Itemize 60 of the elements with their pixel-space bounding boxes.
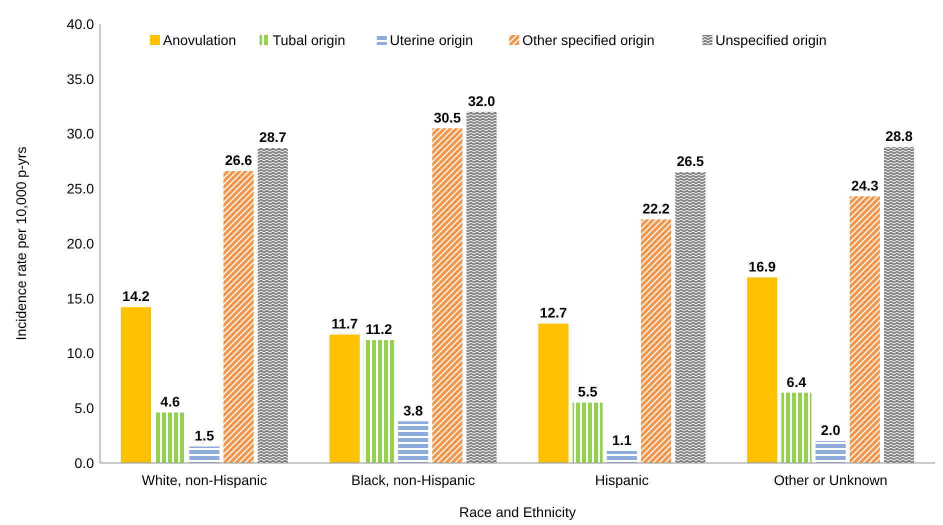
- y-tick-label: 15.0: [66, 290, 94, 306]
- bar: [258, 148, 288, 463]
- x-tick-label: Black, non-Hispanic: [351, 472, 475, 488]
- bar: [432, 128, 462, 463]
- y-tick-label: 35.0: [66, 70, 94, 87]
- bar: [330, 334, 360, 463]
- bar: [466, 112, 497, 463]
- bar: [120, 307, 151, 463]
- bar: [364, 340, 394, 463]
- legend-label: Other specified origin: [522, 32, 654, 48]
- y-axis-title: Incidence rate per 10,000 p-yrs: [13, 146, 29, 340]
- bar: [641, 219, 672, 463]
- bar: [850, 196, 880, 463]
- y-tick-label: 30.0: [66, 126, 94, 142]
- data-label: 26.5: [676, 153, 704, 170]
- y-tick-label: 40.0: [66, 16, 94, 32]
- y-tick-label: 0.0: [74, 454, 94, 471]
- y-tick-label: 5.0: [74, 400, 94, 416]
- x-tick-label: Hispanic: [595, 472, 649, 488]
- y-tick-label: 25.0: [66, 180, 94, 197]
- data-label: 12.7: [540, 304, 568, 321]
- legend-label: Uterine origin: [390, 32, 474, 48]
- x-tick-label: White, non-Hispanic: [142, 472, 268, 488]
- data-label: 1.5: [194, 428, 214, 444]
- legend-label: Unspecified origin: [715, 32, 827, 48]
- bar: [538, 324, 568, 463]
- bar: [747, 278, 778, 463]
- data-label: 30.5: [434, 109, 462, 126]
- y-tick-label: 10.0: [66, 345, 94, 362]
- bar: [675, 172, 706, 463]
- y-tick-label: 20.0: [66, 235, 94, 252]
- data-label: 1.1: [612, 432, 632, 448]
- data-label: 24.3: [851, 177, 879, 194]
- data-label: 26.6: [224, 152, 252, 168]
- data-label: 16.9: [748, 258, 776, 275]
- data-label: 11.2: [366, 321, 392, 338]
- data-label: 28.8: [885, 128, 913, 144]
- bar: [572, 402, 603, 463]
- data-label: 2.0: [820, 422, 841, 438]
- data-label: 32.0: [468, 92, 496, 109]
- data-label: 11.7: [331, 316, 358, 332]
- bar: [606, 450, 637, 463]
- x-axis-title: Race and Ethnicity: [459, 504, 576, 520]
- data-label: 5.5: [578, 384, 598, 400]
- data-label: 3.8: [403, 402, 424, 418]
- legend-label: Anovulation: [163, 32, 236, 48]
- bar: [781, 392, 812, 463]
- data-label: 4.6: [160, 394, 180, 410]
- bar: [155, 412, 186, 463]
- data-label: 28.7: [259, 129, 287, 146]
- bar: [398, 421, 428, 463]
- data-label: 6.4: [786, 374, 806, 390]
- x-tick-label: Other or Unknown: [774, 472, 888, 488]
- bar: [224, 171, 254, 463]
- data-label: 22.2: [642, 200, 670, 216]
- legend-label: Tubal origin: [272, 32, 346, 48]
- data-label: 14.2: [122, 288, 150, 304]
- bar: [189, 446, 220, 463]
- bar: [816, 441, 846, 463]
- bar: [884, 146, 914, 463]
